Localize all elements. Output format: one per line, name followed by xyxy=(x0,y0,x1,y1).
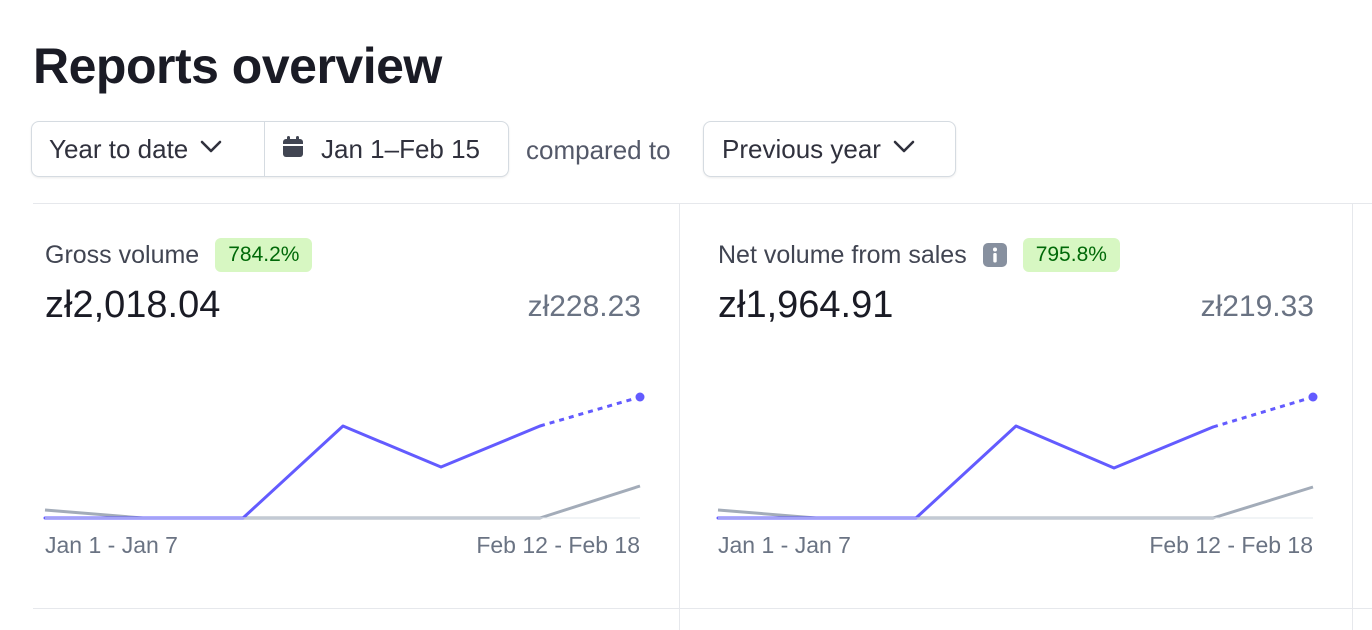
page-title: Reports overview xyxy=(33,38,442,94)
date-range-control: Year to date Jan 1–Feb 15 xyxy=(31,121,509,177)
grid-divider-right xyxy=(1352,204,1353,630)
compare-period-label: Previous year xyxy=(722,133,881,164)
range-select-label: Year to date xyxy=(49,133,189,164)
metric-value: zł1,964.91 xyxy=(718,284,894,326)
net-volume-chart xyxy=(716,392,1318,520)
current-period-line xyxy=(716,424,1215,520)
gross-volume-card[interactable]: Gross volume 784.2% zł2,018.04 zł228.23 … xyxy=(33,204,653,608)
previous-value: zł219.33 xyxy=(1200,290,1314,323)
calendar-icon xyxy=(281,135,305,164)
range-select-button[interactable]: Year to date xyxy=(32,122,265,176)
previous-period-line xyxy=(44,484,641,520)
x-axis-end-label: Feb 12 - Feb 18 xyxy=(476,532,640,558)
chevron-down-icon xyxy=(200,140,222,159)
grid-divider-bottom xyxy=(33,608,1372,609)
previous-value: zł228.23 xyxy=(527,290,641,323)
gross-volume-chart xyxy=(43,392,645,520)
net-volume-card[interactable]: Net volume from sales 795.8% zł1,964.91 … xyxy=(706,204,1326,608)
current-period-last-point xyxy=(1308,392,1318,402)
metric-value: zł2,018.04 xyxy=(45,284,221,326)
current-period-last-point xyxy=(635,392,645,402)
compared-to-label: compared to xyxy=(526,135,671,165)
date-picker-button[interactable]: Jan 1–Feb 15 xyxy=(265,122,508,176)
chevron-down-icon xyxy=(893,140,915,159)
change-badge: 795.8% xyxy=(1022,238,1120,272)
x-axis-start-label: Jan 1 - Jan 7 xyxy=(718,532,851,558)
metric-title: Net volume from sales xyxy=(718,240,967,269)
current-period-line xyxy=(43,424,542,520)
current-period-partial-line xyxy=(539,395,641,428)
compare-period-button[interactable]: Previous year xyxy=(703,121,956,177)
x-axis-end-label: Feb 12 - Feb 18 xyxy=(1149,532,1313,558)
previous-period-line xyxy=(717,485,1314,520)
grid-divider-top xyxy=(33,203,1372,204)
grid-divider-middle xyxy=(679,204,680,630)
x-axis-start-label: Jan 1 - Jan 7 xyxy=(45,532,178,558)
info-icon[interactable] xyxy=(982,243,1007,267)
date-range-label: Jan 1–Feb 15 xyxy=(321,133,481,164)
metric-title: Gross volume xyxy=(45,240,200,269)
current-period-partial-line xyxy=(1212,395,1314,429)
change-badge: 784.2% xyxy=(215,238,313,272)
